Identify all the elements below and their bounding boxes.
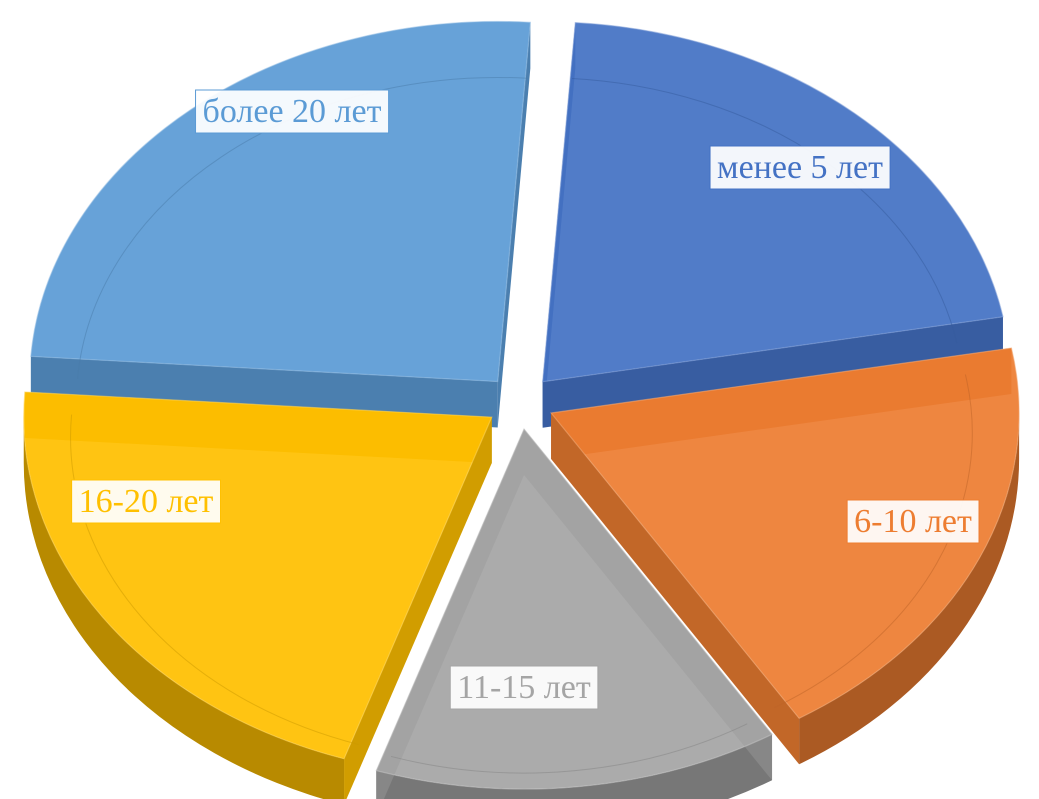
data-label-text: 11-15 лет	[457, 669, 591, 706]
data-label-6-10: 6-10 лет	[846, 499, 980, 544]
data-label-box	[846, 499, 980, 544]
slice-radial-wall	[497, 22, 531, 428]
data-label-box	[71, 479, 222, 524]
data-label-text: 6-10 лет	[854, 503, 972, 540]
slice-top-face	[541, 21, 1004, 383]
data-label-text: 16-20 лет	[79, 483, 214, 520]
pie-slice-more-than-20	[30, 20, 531, 428]
slice-top-face	[549, 347, 1020, 720]
slice-side-wall	[376, 734, 773, 799]
slice-radial-wall	[344, 417, 492, 799]
slice-top-face	[30, 20, 531, 383]
data-label-box	[195, 89, 390, 134]
slice-bevel-line	[774, 374, 973, 709]
slice-radial-wall	[30, 356, 498, 428]
slice-bevel-line	[77, 76, 528, 379]
slice-bevel-line	[70, 414, 359, 746]
labels-layer: менее 5 лет 6-10 лет 11-15 лет 16-20 лет бол…	[71, 89, 980, 710]
slice-bevel-line	[390, 723, 748, 774]
data-label-11-15: 11-15 лет	[449, 665, 599, 710]
slice-radial-wall	[551, 412, 800, 765]
data-label-16-20: 16-20 лет	[71, 479, 222, 524]
data-label-more-than-20: более 20 лет	[195, 89, 390, 134]
slice-side-wall	[23, 417, 345, 799]
pie-slice-6-10	[549, 347, 1020, 765]
data-label-box	[709, 145, 891, 190]
data-label-box	[449, 665, 599, 710]
data-label-text: более 20 лет	[203, 93, 382, 130]
data-label-text: менее 5 лет	[717, 149, 883, 186]
slice-side-wall	[799, 412, 1020, 765]
pie-slice-11-15	[375, 427, 773, 799]
data-label-less-than-5: менее 5 лет	[709, 145, 891, 190]
